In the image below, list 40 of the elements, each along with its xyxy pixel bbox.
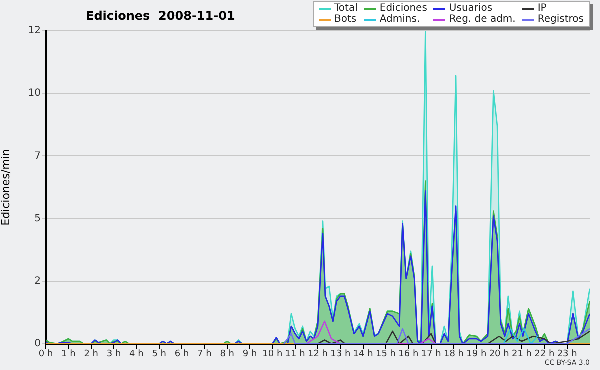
legend-label: Total <box>334 3 358 14</box>
legend-label: IP <box>538 3 547 14</box>
x-tick-label: 23 h <box>557 350 578 360</box>
y-tick-label: 0 <box>34 338 41 350</box>
x-tick-label: 6 h <box>174 350 190 360</box>
x-tick-label: 1 h <box>62 350 76 360</box>
x-tick-label: 20 h <box>489 350 510 360</box>
x-tick-label: 13 h <box>330 350 351 360</box>
x-tick-label: 10 h <box>262 350 283 360</box>
x-tick-label: 14 h <box>353 350 374 360</box>
x-tick-label: 2 h <box>84 350 98 360</box>
legend-label: Ediciones <box>380 3 428 14</box>
chart-title: Ediciones 2008-11-01 <box>86 9 236 23</box>
x-tick-label: 16 h <box>398 350 419 360</box>
legend-label: Bots <box>334 14 357 25</box>
x-tick-label: 22 h <box>534 350 555 360</box>
x-tick-label: 19 h <box>466 350 487 360</box>
y-tick-label: 7 <box>34 150 41 162</box>
x-tick-label: 4 h <box>130 350 144 360</box>
x-tick-label: 9 h <box>242 350 258 360</box>
y-axis-title: Ediciones/min <box>0 149 12 226</box>
legend-label: Admins. <box>380 14 420 25</box>
legend-label: Usuarios <box>449 3 493 14</box>
x-tick-label: 5 h <box>152 350 166 360</box>
y-tick-label: 5 <box>34 213 41 224</box>
legend-label: Registros <box>538 14 584 25</box>
x-tick-label: 11 h <box>285 350 306 360</box>
x-tick-label: 18 h <box>444 350 464 360</box>
x-tick-label: 0 h <box>38 350 54 360</box>
y-tick-label: 10 <box>28 88 41 100</box>
legend-label: Reg. de adm. <box>449 14 516 25</box>
y-tick-label: 2 <box>34 276 41 287</box>
x-tick-label: 17 h <box>421 350 442 360</box>
x-tick-label: 15 h <box>376 350 396 360</box>
y-tick-label: 12 <box>28 26 41 37</box>
x-tick-label: 21 h <box>512 350 532 360</box>
x-tick-label: 12 h <box>308 350 328 360</box>
x-tick-label: 7 h <box>198 350 212 360</box>
x-tick-label: 3 h <box>106 350 122 360</box>
x-tick-label: 8 h <box>220 350 234 360</box>
